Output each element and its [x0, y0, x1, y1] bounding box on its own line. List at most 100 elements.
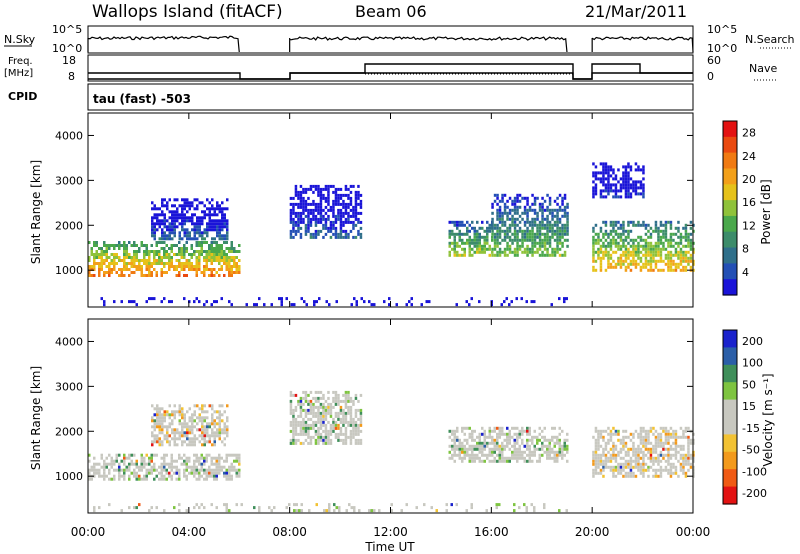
echo-cell: [160, 465, 163, 469]
echo-cell: [607, 180, 610, 184]
echo-cell: [196, 416, 199, 420]
echo-cell: [637, 168, 640, 172]
freq-tick-bottom: 8: [68, 70, 75, 83]
echo-cell: [211, 443, 214, 447]
echo-cell: [188, 443, 191, 447]
echo-cell: [334, 202, 338, 206]
echo-cell: [226, 419, 229, 423]
echo-cell: [634, 450, 638, 454]
echo-cell: [203, 443, 206, 447]
echo-cell: [230, 474, 233, 478]
echo-cell: [118, 462, 121, 466]
echo-cell: [339, 211, 343, 215]
echo-cell: [115, 256, 118, 259]
echo-cell: [100, 268, 103, 271]
echo-cell: [161, 213, 164, 217]
echo-cell: [223, 443, 226, 447]
colorbar-tick-label: 4: [742, 266, 749, 279]
echo-cell: [158, 222, 161, 226]
echo-cell: [349, 441, 353, 445]
echo-cell: [556, 226, 559, 230]
echo-cell: [208, 437, 211, 441]
echo-cell: [622, 177, 625, 181]
echo-cell: [456, 220, 459, 224]
echo-cell: [667, 253, 670, 257]
echo-cell: [300, 509, 303, 513]
echo-cell: [629, 220, 633, 224]
echo-cell: [138, 259, 141, 262]
echo-cell: [173, 410, 176, 414]
echo-cell: [319, 187, 323, 191]
echo-cell: [684, 456, 688, 460]
echo-cell: [602, 174, 605, 178]
echo-cell: [319, 196, 323, 200]
echo-cell: [501, 444, 504, 448]
echo-cell: [294, 438, 298, 442]
echo-cell: [533, 435, 536, 439]
echo-cell: [461, 241, 464, 245]
echo-cell: [100, 262, 103, 265]
echo-cell: [208, 440, 211, 444]
echo-cell: [110, 253, 113, 256]
echo-cell: [339, 426, 343, 430]
echo-cell: [203, 440, 206, 444]
echo-cell: [566, 226, 569, 230]
echo-cell: [88, 241, 91, 244]
echo-cell: [352, 432, 355, 436]
echo-cell: [357, 193, 360, 197]
echo-cell: [423, 503, 426, 507]
echo-cell: [238, 471, 241, 475]
echo-cell: [669, 250, 673, 254]
echo-cell: [354, 202, 358, 206]
echo-cell: [100, 259, 103, 262]
echo-cell: [551, 223, 554, 227]
echo-cell: [191, 228, 194, 232]
echo-cell: [483, 432, 486, 436]
echo-cell: [128, 456, 131, 460]
echo-cell: [533, 450, 536, 454]
echo-cell: [183, 247, 186, 250]
echo-cell: [230, 265, 233, 268]
echo-cell: [349, 399, 353, 403]
echo-cell: [476, 453, 479, 457]
echo-cell: [225, 477, 228, 481]
echo-cell: [203, 213, 206, 217]
echo-cell: [619, 189, 623, 193]
echo-cell: [196, 222, 199, 226]
echo-cell: [128, 256, 131, 259]
echo-cell: [478, 244, 481, 248]
echo-cell: [669, 241, 673, 245]
echo-cell: [659, 223, 663, 227]
echo-cell: [205, 471, 208, 475]
echo-cell: [198, 228, 201, 232]
echo-cell: [451, 247, 454, 251]
echo-cell: [95, 250, 98, 253]
echo-cell: [238, 456, 241, 460]
echo-cell: [314, 205, 318, 209]
echo-cell: [684, 250, 688, 254]
echo-cell: [221, 201, 224, 205]
echo-cell: [689, 232, 693, 236]
date-label: 21/Mar/2011: [585, 2, 687, 21]
echo-cell: [599, 432, 603, 436]
echo-cell: [158, 241, 161, 244]
echo-cell: [115, 456, 118, 460]
echo-cell: [493, 438, 496, 442]
echo-cell: [153, 453, 156, 457]
echo-cell: [193, 459, 196, 463]
echo-cell: [526, 202, 529, 206]
echo-cell: [233, 265, 236, 268]
echo-cell: [216, 219, 219, 223]
echo-cell: [210, 303, 213, 307]
echo-cell: [344, 184, 348, 188]
echo-cell: [448, 429, 451, 433]
echo-cell: [135, 465, 138, 469]
echo-cell: [153, 207, 156, 211]
echo-cell: [352, 402, 355, 406]
echo-cell: [561, 444, 564, 448]
echo-cell: [103, 271, 106, 274]
echo-cell: [451, 438, 454, 442]
echo-cell: [451, 456, 454, 460]
